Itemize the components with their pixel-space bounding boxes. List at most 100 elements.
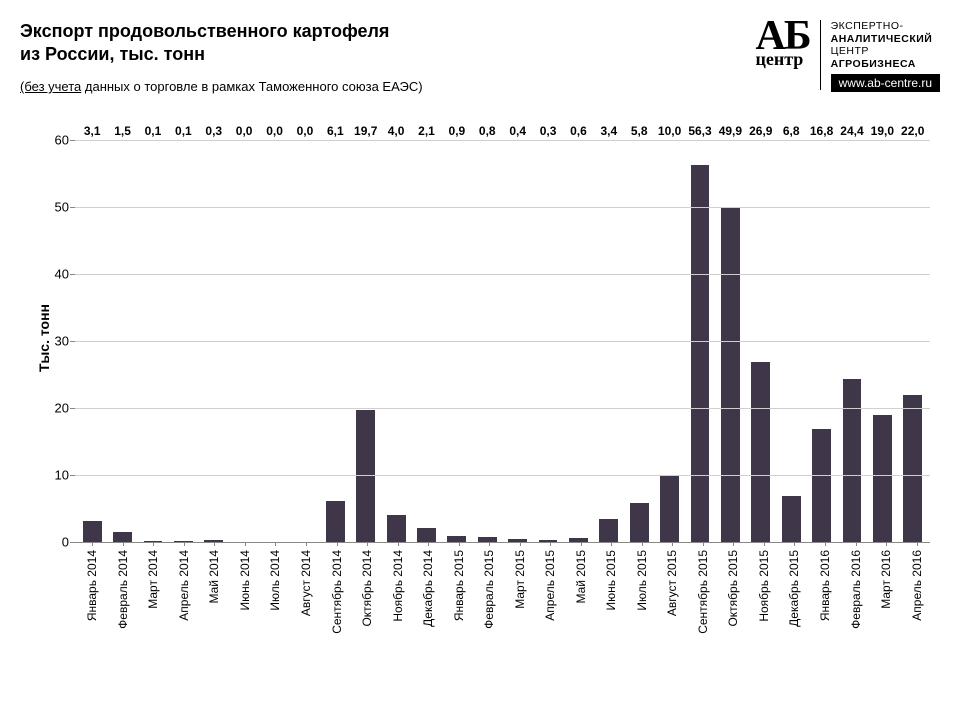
logo: АБ центр ЭКСПЕРТНО- АНАЛИТИЧЕСКИЙ ЦЕНТР …	[756, 20, 940, 92]
x-label-slot: Февраль 2014	[108, 546, 139, 676]
bar	[83, 521, 102, 542]
bar	[539, 540, 558, 542]
bar-value-label: 26,9	[749, 124, 772, 138]
bar-value-label: 2,1	[418, 124, 435, 138]
x-label-slot: Март 2016	[871, 546, 902, 676]
x-tick-label: Апрель 2015	[543, 550, 557, 621]
bar-value-label: 19,7	[354, 124, 377, 138]
chart-title: Экспорт продовольственного картофеля из …	[20, 20, 423, 65]
x-tick-label: Июнь 2015	[604, 550, 618, 611]
y-tick-mark	[70, 341, 75, 342]
x-tick-label: Октябрь 2015	[726, 550, 740, 627]
x-tick-mark	[398, 542, 399, 546]
x-tick-mark	[214, 542, 215, 546]
bar	[387, 515, 406, 542]
bar-value-label: 49,9	[719, 124, 742, 138]
bar	[751, 362, 770, 542]
y-tick-label: 60	[55, 133, 69, 148]
y-tick-label: 0	[62, 535, 69, 550]
x-tick-label: Февраль 2014	[116, 550, 130, 629]
x-label-slot: Январь 2015	[443, 546, 474, 676]
x-tick-mark	[733, 542, 734, 546]
x-label-slot: Октябрь 2014	[352, 546, 383, 676]
y-tick-label: 30	[55, 334, 69, 349]
bar	[356, 410, 375, 542]
x-tick-label: Апрель 2014	[177, 550, 191, 621]
bar-value-label: 1,5	[114, 124, 131, 138]
x-label-slot: Сентябрь 2014	[321, 546, 352, 676]
bar-value-label: 0,0	[236, 124, 253, 138]
y-tick-label: 10	[55, 468, 69, 483]
page: Экспорт продовольственного картофеля из …	[0, 0, 960, 720]
bar-value-label: 0,0	[266, 124, 283, 138]
bar-value-label: 6,8	[783, 124, 800, 138]
gridline	[75, 207, 930, 208]
x-tick-mark	[275, 542, 276, 546]
header: Экспорт продовольственного картофеля из …	[20, 20, 940, 94]
logo-centre-text: центр	[756, 52, 810, 66]
x-tick-mark	[672, 542, 673, 546]
x-label-slot: Март 2015	[504, 546, 535, 676]
bar	[782, 496, 801, 542]
gridline	[75, 408, 930, 409]
bar-value-label: 0,6	[570, 124, 587, 138]
bar	[417, 528, 436, 542]
x-tick-label: Август 2014	[299, 550, 313, 616]
x-label-slot: Август 2014	[291, 546, 322, 676]
x-label-slot: Июль 2014	[260, 546, 291, 676]
x-label-slot: Декабрь 2015	[779, 546, 810, 676]
x-tick-label: Сентябрь 2014	[330, 550, 344, 634]
bar-value-label: 0,3	[205, 124, 222, 138]
x-tick-mark	[337, 542, 338, 546]
x-tick-label: Ноябрь 2015	[757, 550, 771, 622]
x-tick-mark	[550, 542, 551, 546]
chart-subtitle: (без учета данных о торговле в рамках Та…	[20, 79, 423, 94]
x-label-slot: Июнь 2014	[230, 546, 261, 676]
logo-url: www.ab-centre.ru	[831, 74, 940, 92]
x-tick-mark	[825, 542, 826, 546]
x-label-slot: Февраль 2016	[840, 546, 871, 676]
title-block: Экспорт продовольственного картофеля из …	[20, 20, 423, 94]
bar	[447, 536, 466, 542]
x-tick-mark	[520, 542, 521, 546]
bar-value-label: 24,4	[840, 124, 863, 138]
x-label-slot: Апрель 2015	[535, 546, 566, 676]
x-tick-mark	[123, 542, 124, 546]
bar	[812, 429, 831, 542]
logo-text-l4: АГРОБИЗНЕСА	[831, 58, 916, 70]
bar-value-label: 22,0	[901, 124, 924, 138]
y-tick-mark	[70, 408, 75, 409]
gridline	[75, 274, 930, 275]
bar	[660, 475, 679, 542]
x-tick-label: Февраль 2016	[849, 550, 863, 629]
bar	[903, 395, 922, 542]
x-tick-mark	[92, 542, 93, 546]
logo-divider	[820, 20, 821, 90]
bar-value-label: 0,8	[479, 124, 496, 138]
logo-text-l2: АНАЛИТИЧЕСКИЙ	[831, 33, 933, 45]
logo-text-l1: ЭКСПЕРТНО-	[831, 20, 904, 32]
bar-value-label: 0,1	[145, 124, 162, 138]
title-line-2: из России, тыс. тонн	[20, 44, 205, 64]
x-label-slot: Март 2014	[138, 546, 169, 676]
gridline	[75, 140, 930, 141]
subtitle-rest: данных о торговле в рамках Таможенного с…	[81, 79, 422, 94]
gridline	[75, 475, 930, 476]
x-label-slot: Декабрь 2014	[413, 546, 444, 676]
bar-value-label: 19,0	[871, 124, 894, 138]
x-label-slot: Ноябрь 2014	[382, 546, 413, 676]
x-tick-label: Июль 2015	[635, 550, 649, 611]
y-tick-mark	[70, 207, 75, 208]
x-label-slot: Июнь 2015	[596, 546, 627, 676]
x-tick-mark	[581, 542, 582, 546]
y-axis-label: Тыс. тонн	[36, 304, 52, 372]
bar-value-label: 16,8	[810, 124, 833, 138]
x-tick-mark	[428, 542, 429, 546]
x-label-slot: Август 2015	[657, 546, 688, 676]
chart: Тыс. тонн 3,11,50,10,10,30,00,00,06,119,…	[30, 130, 935, 700]
x-tick-label: Май 2014	[207, 550, 221, 604]
x-tick-mark	[245, 542, 246, 546]
bar-value-label: 3,1	[84, 124, 101, 138]
x-tick-mark	[642, 542, 643, 546]
x-tick-label: Июль 2014	[268, 550, 282, 611]
